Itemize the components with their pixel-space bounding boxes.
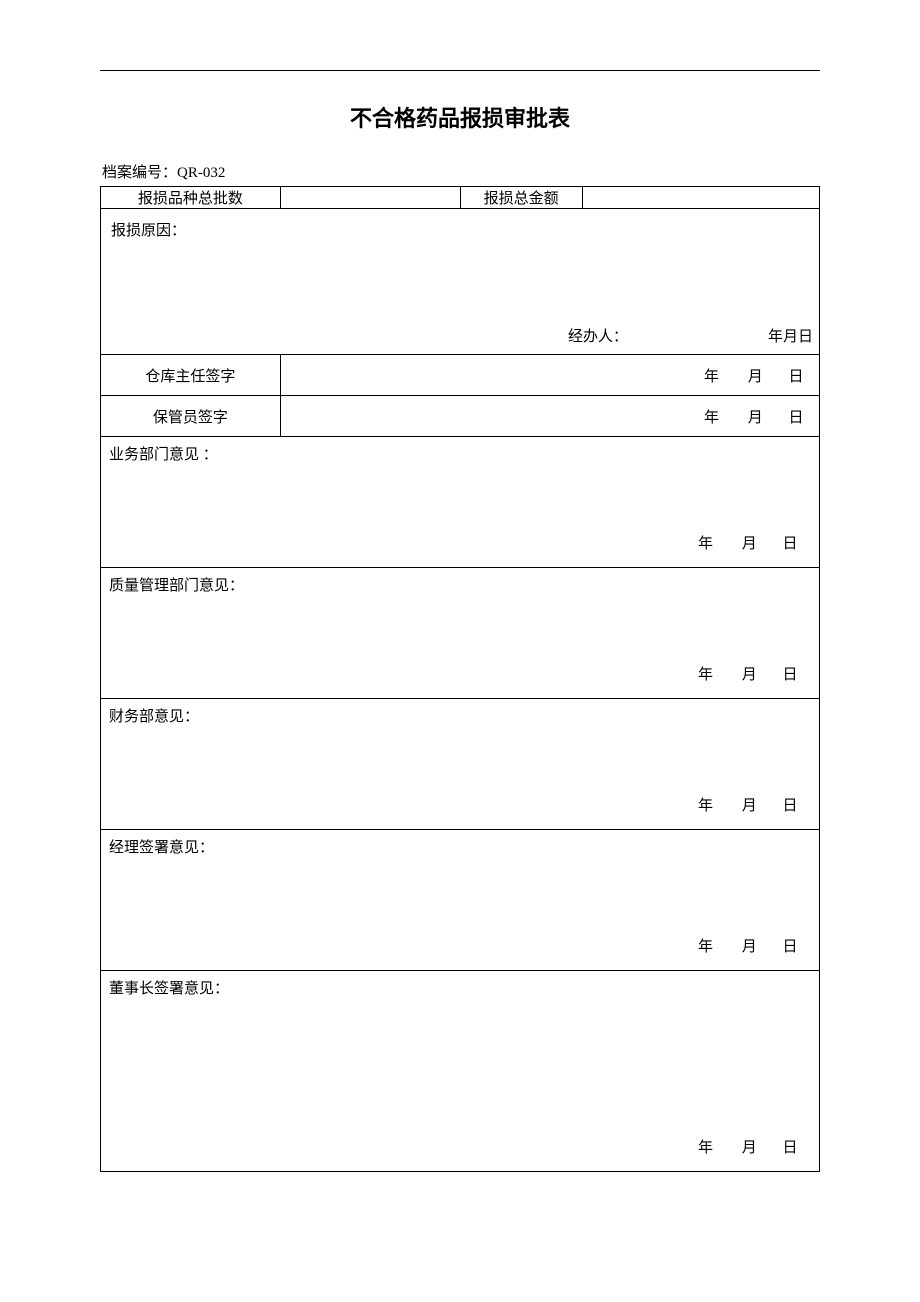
table-row: 财务部意见： 年 月 日: [101, 699, 820, 830]
date-month: 月: [729, 532, 769, 553]
date-day: 日: [779, 406, 813, 427]
reason-label: 报损原因：: [111, 219, 186, 240]
date-year: 年: [768, 325, 783, 346]
chairman-opinion-cell: 董事长签署意见： 年 月 日: [101, 971, 820, 1172]
batch-count-value: [280, 187, 460, 209]
date-month: 月: [729, 1136, 769, 1157]
date-day: 日: [773, 663, 807, 684]
finance-opinion-cell: 财务部意见： 年 月 日: [101, 699, 820, 830]
batch-count-label: 报损品种总批数: [101, 187, 281, 209]
date-year: 年: [692, 365, 732, 386]
approval-table: 报损品种总批数 报损总金额 报损原因： 经办人： 年 月 日: [100, 186, 820, 1172]
custodian-value: 年 月 日: [280, 396, 819, 437]
date-day: 日: [779, 365, 813, 386]
quality-opinion-cell: 质量管理部门意见： 年 月 日: [101, 568, 820, 699]
doc-number: 档案编号：QR-032: [100, 161, 820, 182]
date-day: 日: [773, 1136, 807, 1157]
date-month: 月: [729, 663, 769, 684]
table-row: 业务部门意见 ： 年 月 日: [101, 437, 820, 568]
custodian-label: 保管员签字: [101, 396, 281, 437]
date-year: 年: [686, 794, 726, 815]
page: 不合格药品报损审批表 档案编号：QR-032 报损品种总批数 报损总金额 报损原…: [0, 0, 920, 1302]
date-year: 年: [686, 532, 726, 553]
doc-number-label: 档案编号：: [102, 165, 177, 181]
date-day: 日: [798, 325, 813, 346]
table-row: 经理签署意见： 年 月 日: [101, 830, 820, 971]
table-row: 报损品种总批数 报损总金额: [101, 187, 820, 209]
total-amount-label: 报损总金额: [460, 187, 582, 209]
date-day: 日: [773, 794, 807, 815]
date-year: 年: [686, 935, 726, 956]
date-day: 日: [773, 935, 807, 956]
date-month: 月: [783, 325, 798, 346]
date-month: 月: [735, 406, 775, 427]
table-row: 保管员签字 年 月 日: [101, 396, 820, 437]
total-amount-value: [582, 187, 819, 209]
manager-opinion-label: 经理签署意见：: [109, 836, 214, 857]
chairman-opinion-label: 董事长签署意见：: [109, 977, 229, 998]
reason-cell: 报损原因： 经办人： 年 月 日: [101, 209, 820, 355]
date-year: 年: [686, 1136, 726, 1157]
date-day: 日: [773, 532, 807, 553]
quality-opinion-label: 质量管理部门意见：: [109, 574, 244, 595]
finance-opinion-label: 财务部意见：: [109, 705, 199, 726]
table-row: 董事长签署意见： 年 月 日: [101, 971, 820, 1172]
warehouse-director-value: 年 月 日: [280, 355, 819, 396]
date-month: 月: [735, 365, 775, 386]
business-opinion-cell: 业务部门意见 ： 年 月 日: [101, 437, 820, 568]
date-year: 年: [686, 663, 726, 684]
table-row: 报损原因： 经办人： 年 月 日: [101, 209, 820, 355]
top-rule: [100, 70, 820, 71]
manager-opinion-cell: 经理签署意见： 年 月 日: [101, 830, 820, 971]
warehouse-director-label: 仓库主任签字: [101, 355, 281, 396]
date-month: 月: [729, 794, 769, 815]
form-title: 不合格药品报损审批表: [100, 101, 820, 133]
date-year: 年: [692, 406, 732, 427]
table-row: 质量管理部门意见： 年 月 日: [101, 568, 820, 699]
doc-number-value: QR-032: [177, 165, 225, 181]
handler-label: 经办人：: [568, 325, 628, 346]
table-row: 仓库主任签字 年 月 日: [101, 355, 820, 396]
business-opinion-label: 业务部门意见 ：: [109, 443, 218, 464]
date-month: 月: [729, 935, 769, 956]
